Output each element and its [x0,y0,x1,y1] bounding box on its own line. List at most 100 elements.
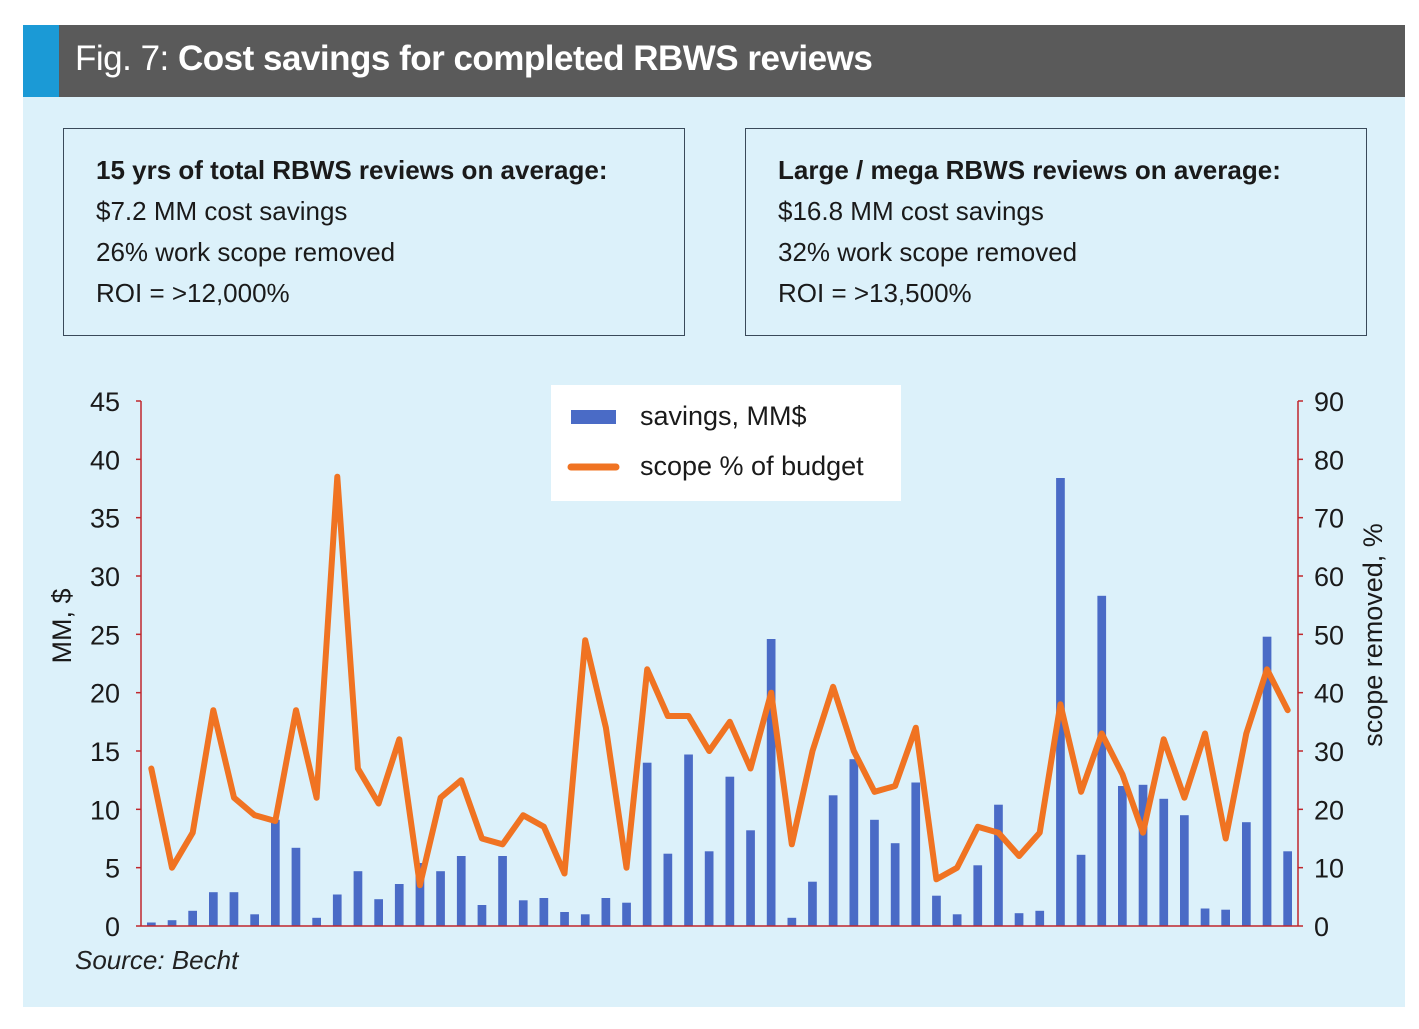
savings-bar [250,914,259,926]
left-tick-label: 5 [105,854,120,884]
savings-bar [684,754,693,926]
figure-title: Fig. 7: Cost savings for completed RBWS … [75,39,873,79]
savings-bar [1118,786,1127,926]
savings-bar [787,917,797,926]
savings-bar [498,856,507,926]
legend-savings-label: savings, MM$ [640,401,807,431]
savings-bar [477,905,487,926]
left-tick-label: 40 [90,445,120,475]
summary-box-total: 15 yrs of total RBWS reviews on average:… [63,128,685,336]
savings-bar [973,865,983,926]
savings-bar [622,902,631,926]
right-tick-label: 60 [1314,562,1344,592]
savings-bar [1242,822,1251,926]
left-tick-label: 45 [90,387,120,417]
savings-bar [209,892,218,926]
savings-bar [1262,636,1272,926]
figure-header: Fig. 7: Cost savings for completed RBWS … [23,25,1405,97]
savings-bar [932,895,941,926]
savings-bar [601,898,611,926]
savings-bar [828,795,838,926]
combo-chart: 0 5 10 15 20 25 30 35 40 45 0 10 20 30 40 50 60 70 80 90 MM,… [47,385,1388,942]
savings-bar [394,884,404,926]
left-tick-label: 30 [90,562,120,592]
source-note: Source: Becht [75,945,239,975]
left-tick-label: 15 [90,737,120,767]
savings-bar [167,920,177,926]
savings-bar [746,830,755,926]
right-tick-label: 70 [1314,504,1344,534]
right-axis-title: scope removed, % [1358,523,1388,747]
summary-box-title: 15 yrs of total RBWS reviews on average: [96,155,608,185]
summary-box-line: $7.2 MM cost savings [96,196,348,226]
savings-bar [1283,851,1292,926]
figure-title-text: Cost savings for completed RBWS reviews [178,39,873,78]
savings-bar [952,914,962,926]
summary-box-line: ROI = >12,000% [96,278,290,308]
right-tick-label: 0 [1314,912,1329,942]
savings-bar [642,762,652,926]
savings-bar [147,922,156,926]
figure-label: Fig. 7: [75,39,169,78]
figure-panel: Fig. 7: Cost savings for completed RBWS … [23,25,1405,1007]
savings-bar [539,898,549,926]
savings-bar [353,871,363,926]
savings-bar [436,871,445,926]
savings-bar [312,917,321,926]
legend-box [551,385,901,501]
right-tick-label: 30 [1314,737,1344,767]
savings-bar [1200,908,1210,926]
scope-line [148,473,1291,889]
savings-bar [188,910,197,926]
savings-bar [1035,910,1045,926]
summary-box-large: Large / mega RBWS reviews on average: $1… [745,128,1367,336]
savings-bar [663,853,673,926]
right-tick-label: 20 [1314,795,1344,825]
savings-bar [518,900,528,926]
right-tick-label: 80 [1314,445,1344,475]
header-accent-bar [23,25,59,97]
savings-bar [560,912,569,926]
savings-bar [415,863,425,926]
right-tick-label: 90 [1314,387,1344,417]
left-tick-label: 10 [90,795,120,825]
summary-box-line: $16.8 MM cost savings [778,196,1044,226]
savings-bar [725,776,735,926]
left-tick-label: 35 [90,504,120,534]
savings-bar [1180,815,1189,926]
summary-box-line: 32% work scope removed [778,237,1078,267]
left-axis-title: MM, $ [47,588,77,663]
savings-bar [870,819,879,926]
right-tick-label: 40 [1314,679,1344,709]
right-tick-label: 10 [1314,854,1344,884]
savings-bar [1221,909,1230,926]
savings-bar [704,851,714,926]
savings-bar [332,894,342,926]
right-tick-label: 50 [1314,620,1344,650]
savings-bar [229,892,239,926]
left-tick-label: 0 [105,912,120,942]
savings-bar [890,843,900,926]
left-tick-label: 25 [90,620,120,650]
savings-bar [1014,913,1024,926]
savings-bar [1097,595,1107,926]
savings-bar [456,856,466,926]
savings-bar [1076,854,1086,926]
legend-scope-label: scope % of budget [640,451,864,481]
savings-bar [994,804,1003,926]
summary-box-line: ROI = >13,500% [778,278,972,308]
savings-bar [1159,798,1169,926]
savings-bar [374,899,383,926]
savings-bar [849,759,859,926]
savings-bar [580,914,590,926]
summary-box-line: 26% work scope removed [96,237,396,267]
savings-bar [291,847,301,926]
savings-bar [271,819,280,926]
savings-bar [911,782,921,926]
savings-bar [1138,784,1148,926]
left-tick-label: 20 [90,679,120,709]
summary-box-title: Large / mega RBWS reviews on average: [778,155,1281,185]
legend-bar-swatch [571,410,616,424]
savings-bar [766,639,776,926]
savings-bar [808,881,817,926]
